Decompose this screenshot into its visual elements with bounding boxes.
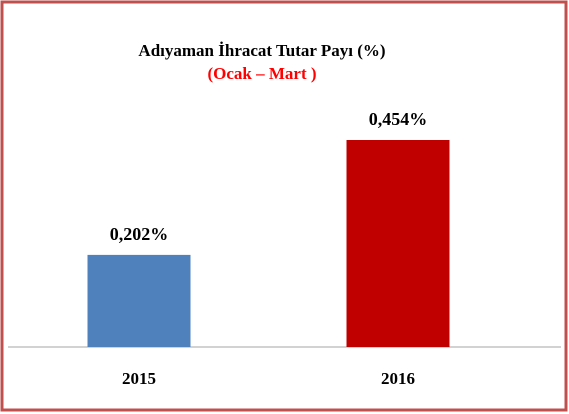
value-label: 0,202% <box>110 224 169 244</box>
x-tick-label: 2016 <box>381 369 415 388</box>
chart-title: Adıyaman İhracat Tutar Payı (%) <box>138 41 385 60</box>
chart-subtitle: (Ocak – Mart ) <box>207 64 316 83</box>
bar <box>346 140 450 347</box>
bar <box>87 254 191 347</box>
x-tick-label: 2015 <box>122 369 156 388</box>
value-label: 0,454% <box>369 109 428 129</box>
